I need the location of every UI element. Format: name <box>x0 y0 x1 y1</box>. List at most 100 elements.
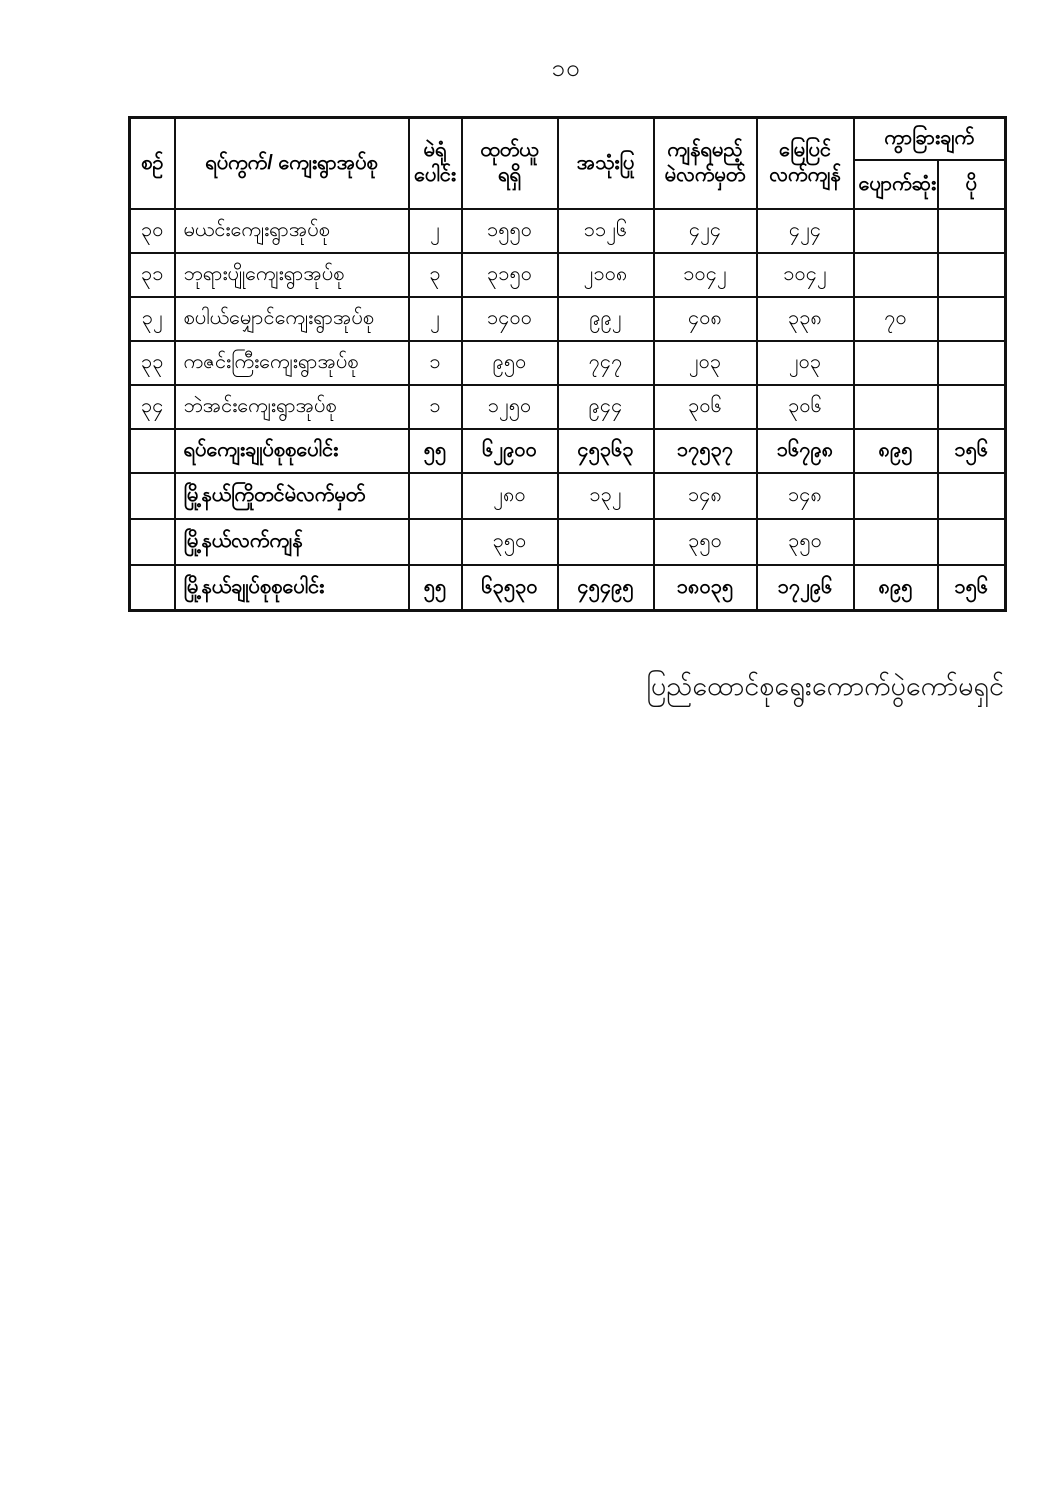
cell-extra <box>936 207 1007 254</box>
cell-ground: ၁၇၂၉၆ <box>755 563 855 612</box>
cell-received: ၁၅၅၀ <box>460 207 559 254</box>
cell-used: ၉၄၄ <box>556 383 655 430</box>
col-header-difference: ကွာခြားချက် <box>852 116 1007 161</box>
cell-used <box>556 517 655 566</box>
cell-should-remain: ၃၀၆ <box>652 383 758 430</box>
col-header-should-remain: ကျန်ရမည့် မဲလက်မှတ် <box>652 116 758 210</box>
cell-ground: ၁၆၇၉၈ <box>755 427 855 474</box>
col-header-polling-stations-line2: ပေါင်း <box>414 164 456 187</box>
cell-serial <box>128 471 176 520</box>
cell-name: ဘုရားပျိုကျေးရွာအုပ်စု <box>173 251 410 298</box>
cell-extra: ၁၅၆ <box>936 563 1007 612</box>
cell-used: ၂၁၀၈ <box>556 251 655 298</box>
cell-serial: ၃၂ <box>128 295 176 342</box>
cell-ground: ၃၅၀ <box>755 517 855 566</box>
col-header-should-remain-line2: မဲလက်မှတ် <box>664 164 746 187</box>
col-header-ground-balance-line1: မြေပြင် <box>779 139 831 162</box>
col-header-serial: စဉ် <box>128 116 176 210</box>
col-header-should-remain-line1: ကျန်ရမည့် <box>667 139 743 162</box>
table-row-sabalmyaung: ၃၂ စပါယ်မျှောင်ကျေးရွာအုပ်စု ၂ ၁၄၀၀ ၉၉၂ … <box>128 295 1007 342</box>
cell-used: ၄၅၄၉၅ <box>556 563 655 612</box>
header-row-top: စဉ် ရပ်ကွက်/ ကျေးရွာအုပ်စု မဲရုံ ပေါင်း … <box>128 116 1007 210</box>
cell-extra: ၁၅၆ <box>936 427 1007 474</box>
col-header-polling-stations: မဲရုံ ပေါင်း <box>407 116 463 210</box>
cell-received: ၉၅၀ <box>460 339 559 386</box>
table-row-kazingyi: ၃၃ ကဇင်းကြီးကျေးရွာအုပ်စု ၁ ၉၅၀ ၇၄၇ ၂၀၃ … <box>128 339 1007 386</box>
cell-should-remain: ၁၄၈ <box>652 471 758 520</box>
cell-name: ကဇင်းကြီးကျေးရွာအုပ်စု <box>173 339 410 386</box>
cell-extra <box>936 517 1007 566</box>
cell-lost <box>852 517 939 566</box>
cell-used: ၉၉၂ <box>556 295 655 342</box>
cell-stations <box>407 471 463 520</box>
cell-should-remain: ၁၇၅၃၇ <box>652 427 758 474</box>
cell-used: ၄၅၃၆၃ <box>556 427 655 474</box>
cell-should-remain: ၁၀၄၂ <box>652 251 758 298</box>
col-header-polling-stations-line1: မဲရုံ <box>423 139 447 162</box>
table-row-township-advance-ballots: မြို့နယ်ကြိုတင်မဲလက်မှတ် ၂၈၀ ၁၃၂ ၁၄၈ ၁၄၈ <box>128 471 1007 520</box>
cell-serial: ၃၃ <box>128 339 176 386</box>
cell-serial: ၃၁ <box>128 251 176 298</box>
signature-line: ပြည်ထောင်စုရွေးကောက်ပွဲကော်မရှင် <box>646 671 1004 701</box>
cell-received: ၆၂၉၀၀ <box>460 427 559 474</box>
cell-lost <box>852 471 939 520</box>
header-row-sub: ပျောက်ဆုံး ပို <box>130 158 1007 210</box>
cell-stations: ၅၅ <box>407 427 463 474</box>
cell-should-remain: ၂၀၃ <box>652 339 758 386</box>
cell-lost <box>852 339 939 386</box>
table-row-ward-village-total: ရပ်ကျေးချုပ်စုစုပေါင်း ၅၅ ၆၂၉၀၀ ၄၅၃၆၃ ၁၇… <box>128 427 1007 474</box>
cell-lost <box>852 251 939 298</box>
cell-received: ၆၃၅၃၀ <box>460 563 559 612</box>
table-row-phayapyo: ၃၁ ဘုရားပျိုကျေးရွာအုပ်စု ၃ ၃၁၅၀ ၂၁၀၈ ၁၀… <box>128 251 1007 298</box>
table-row-township-grand-total: မြို့နယ်ချုပ်စုစုပေါင်း ၅၅ ၆၃၅၃၀ ၄၅၄၉၅ ၁… <box>128 563 1007 612</box>
cell-serial <box>128 517 176 566</box>
cell-name: မယင်းကျေးရွာအုပ်စု <box>173 207 410 254</box>
cell-received: ၃၅၀ <box>460 517 559 566</box>
col-header-received: ထုတ်ယူ ရရှိ <box>460 116 559 210</box>
cell-serial <box>128 427 176 474</box>
cell-should-remain: ၄၂၄ <box>652 207 758 254</box>
cell-should-remain: ၁၈၀၃၅ <box>652 563 758 612</box>
page-number: ၁၀ <box>551 55 581 82</box>
col-header-ward-village: ရပ်ကွက်/ ကျေးရွာအုပ်စု <box>173 116 410 210</box>
cell-lost: ၈၉၅ <box>852 563 939 612</box>
col-header-received-line1: ထုတ်ယူ <box>480 139 539 162</box>
cell-lost <box>852 207 939 254</box>
cell-serial: ၃၄ <box>128 383 176 430</box>
cell-ground: ၃၃၈ <box>755 295 855 342</box>
cell-stations: ၃ <box>407 251 463 298</box>
cell-should-remain: ၃၅၀ <box>652 517 758 566</box>
cell-ground: ၁၀၄၂ <box>755 251 855 298</box>
cell-stations: ၁ <box>407 383 463 430</box>
col-header-lost: ပျောက်ဆုံး <box>852 158 939 210</box>
cell-lost: ၈၉၅ <box>852 427 939 474</box>
cell-serial <box>128 563 176 612</box>
cell-used: ၇၄၇ <box>556 339 655 386</box>
cell-received: ၁၂၅၀ <box>460 383 559 430</box>
cell-used: ၁၃၂ <box>556 471 655 520</box>
cell-should-remain: ၄၀၈ <box>652 295 758 342</box>
table-row-mayin: ၃၀ မယင်းကျေးရွာအုပ်စု ၂ ၁၅၅၀ ၁၁၂၆ ၄၂၄ ၄၂… <box>128 207 1007 254</box>
cell-used: ၁၁၂၆ <box>556 207 655 254</box>
cell-received: ၃၁၅၀ <box>460 251 559 298</box>
cell-stations: ၁ <box>407 339 463 386</box>
cell-stations: ၂ <box>407 295 463 342</box>
cell-extra <box>936 383 1007 430</box>
cell-stations: ၅၅ <box>407 563 463 612</box>
cell-received: ၁၄၀၀ <box>460 295 559 342</box>
cell-stations <box>407 517 463 566</box>
table-row-township-balance: မြို့နယ်လက်ကျန် ၃၅၀ ၃၅၀ ၃၅၀ <box>128 517 1007 566</box>
col-header-extra: ပို <box>936 158 1007 210</box>
cell-extra <box>936 339 1007 386</box>
col-header-ground-balance-line2: လက်ကျန် <box>769 164 841 187</box>
cell-ground: ၂၀၃ <box>755 339 855 386</box>
cell-name: စပါယ်မျှောင်ကျေးရွာအုပ်စု <box>173 295 410 342</box>
cell-ground: ၃၀၆ <box>755 383 855 430</box>
cell-name: မြို့နယ်ချုပ်စုစုပေါင်း <box>173 563 410 612</box>
col-header-received-line2: ရရှိ <box>498 164 521 187</box>
cell-name: မြို့နယ်လက်ကျန် <box>173 517 410 566</box>
cell-received: ၂၈၀ <box>460 471 559 520</box>
cell-lost: ၇၀ <box>852 295 939 342</box>
cell-name: မြို့နယ်ကြိုတင်မဲလက်မှတ် <box>173 471 410 520</box>
